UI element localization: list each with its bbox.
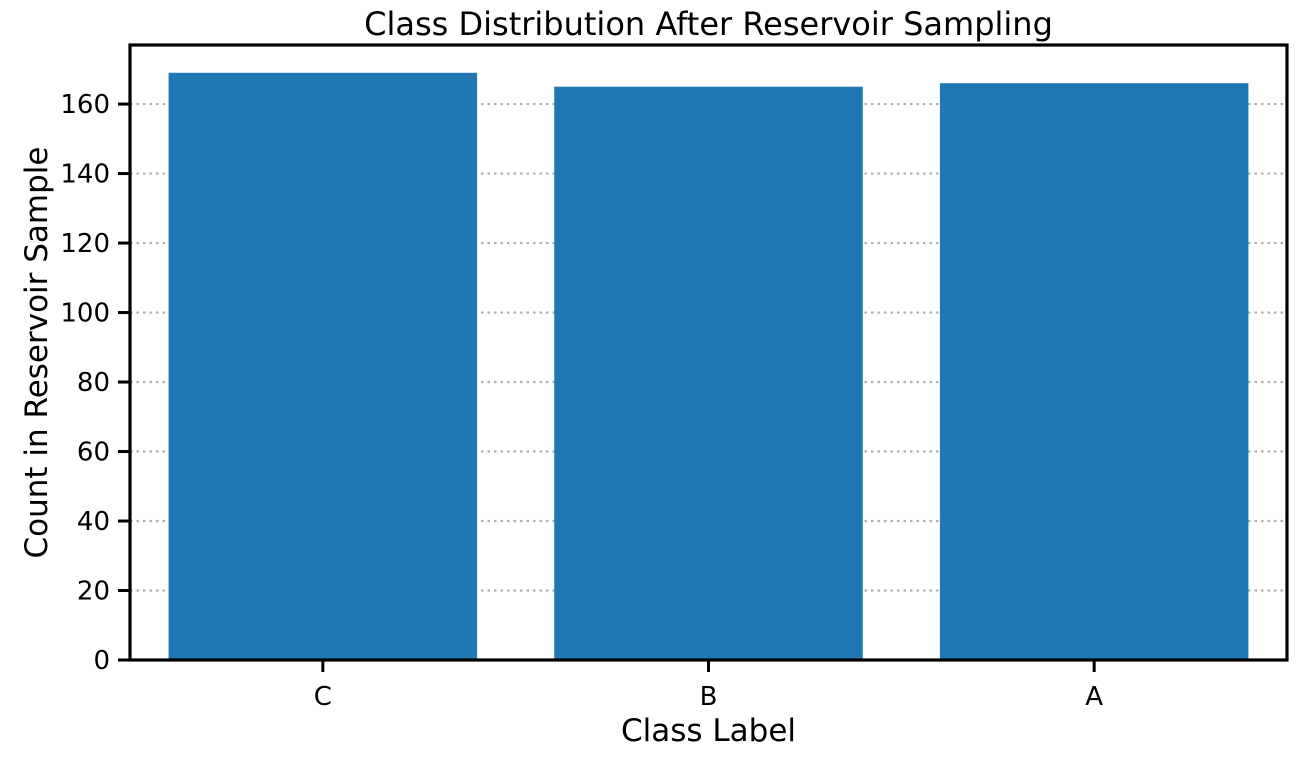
y-axis-label: Count in Reservoir Sample <box>19 147 55 559</box>
y-axis-ticks: 0 20 40 60 80 100 120 140 160 <box>60 90 130 676</box>
y-tick-label: 100 <box>60 299 110 329</box>
x-tick-label: A <box>1085 682 1103 712</box>
bar-c <box>168 72 478 660</box>
y-tick-label: 40 <box>77 507 110 537</box>
bars <box>168 72 1249 660</box>
x-tick-label: C <box>314 682 332 712</box>
y-tick-label: 140 <box>60 160 110 190</box>
y-tick-label: 160 <box>60 90 110 120</box>
chart-title: Class Distribution After Reservoir Sampl… <box>364 5 1053 43</box>
bar-b <box>554 86 863 660</box>
plot-frame <box>128 43 1289 662</box>
y-tick-label: 120 <box>60 229 110 259</box>
bar-a <box>939 83 1249 660</box>
x-tick-label: B <box>700 682 718 712</box>
y-tick-label: 60 <box>77 438 110 468</box>
x-axis-label: Class Label <box>621 713 796 749</box>
y-tick-label: 20 <box>77 577 110 607</box>
y-tick-label: 80 <box>77 368 110 398</box>
y-tick-label: 0 <box>93 646 110 676</box>
